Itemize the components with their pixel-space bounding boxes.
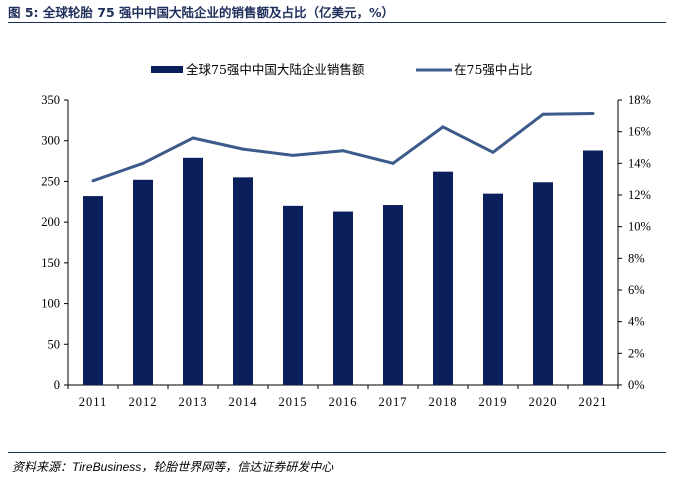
y-right-tick-label: 0% [628, 378, 645, 392]
line-point [91, 179, 95, 183]
bar [183, 157, 203, 385]
chart: 全球75强中中国大陆企业销售额 在75强中占比 2011 2012 2013 2014… [41, 62, 651, 409]
x-tick-label: 2017 [379, 395, 408, 409]
line-point [541, 112, 545, 116]
y-left-tick-label: 350 [41, 93, 60, 107]
y-left-tick-label: 150 [41, 256, 60, 270]
bar [583, 150, 603, 385]
line-point [441, 125, 445, 129]
x-axis-ticks: 2011 2012 2013 2014 2015 2016 2017 2018 2019 2020… [67, 385, 619, 409]
line-point [241, 147, 245, 151]
bar [283, 205, 303, 385]
x-tick-label: 2016 [329, 395, 358, 409]
y-left-tick-label: 300 [41, 134, 60, 148]
y-right-tick-label: 8% [628, 251, 645, 265]
y-left-tick-label: 200 [41, 215, 60, 229]
y-right-ticks: 0% 2% 4% 6% 8% 10% 12% 14% 16% 18% [618, 93, 651, 392]
legend: 全球75强中中国大陆企业销售额 在75强中占比 [151, 62, 532, 77]
y-left-ticks: 0 50 100 150 200 250 300 350 [41, 93, 68, 392]
source-en: TireBusiness [72, 460, 142, 474]
y-left-tick-label: 50 [48, 337, 61, 351]
legend-bar-label: 全球75强中中国大陆企业销售额 [186, 62, 365, 77]
y-right-tick-label: 14% [628, 156, 651, 170]
x-tick-label: 2014 [229, 395, 258, 409]
legend-line-label: 在75强中占比 [454, 62, 532, 77]
x-tick-label: 2011 [79, 395, 108, 409]
bar [533, 182, 553, 385]
y-right-tick-label: 16% [628, 125, 651, 139]
y-right-tick-label: 10% [628, 220, 651, 234]
y-right-tick-label: 6% [628, 283, 645, 297]
share-line [92, 112, 594, 183]
x-tick-label: 2018 [429, 395, 458, 409]
y-right-tick-label: 18% [628, 93, 651, 107]
bar [483, 193, 503, 385]
line-series [91, 111, 595, 183]
source-prefix: 资料来源： [12, 460, 73, 474]
bar [333, 211, 353, 385]
line-point [341, 149, 345, 153]
figure-title: 图 5: 全球轮胎 75 强中中国大陆企业的销售额及占比（亿美元，%） [8, 5, 395, 20]
bar-series [83, 150, 603, 385]
x-tick-label: 2012 [129, 395, 158, 409]
x-tick-label: 2019 [479, 395, 508, 409]
top-rule [8, 22, 666, 23]
line-point [191, 136, 195, 140]
source-suffix: ，轮胎世界网等，信达证券研发中心 [141, 460, 334, 474]
line-point [141, 161, 145, 165]
bottom-rule [8, 452, 666, 453]
line-point [291, 153, 295, 157]
source-note: 资料来源：TireBusiness，轮胎世界网等，信达证券研发中心 [12, 458, 333, 475]
x-tick-label: 2013 [179, 395, 208, 409]
line-point [591, 111, 595, 115]
bar [83, 196, 103, 385]
bar [133, 179, 153, 385]
line-point [391, 161, 395, 165]
y-left-tick-label: 250 [41, 174, 60, 188]
x-tick-label: 2021 [579, 395, 608, 409]
y-right-tick-label: 4% [628, 315, 645, 329]
line-point [491, 150, 495, 154]
y-right-tick-label: 2% [628, 346, 645, 360]
y-left-tick-label: 0 [54, 378, 60, 392]
legend-bar-swatch [151, 66, 183, 73]
bar [233, 177, 253, 385]
x-tick-label: 2015 [279, 395, 308, 409]
y-left-tick-label: 100 [41, 297, 60, 311]
x-tick-label: 2020 [529, 395, 558, 409]
bar [433, 171, 453, 385]
bar [383, 205, 403, 385]
y-right-tick-label: 12% [628, 188, 651, 202]
